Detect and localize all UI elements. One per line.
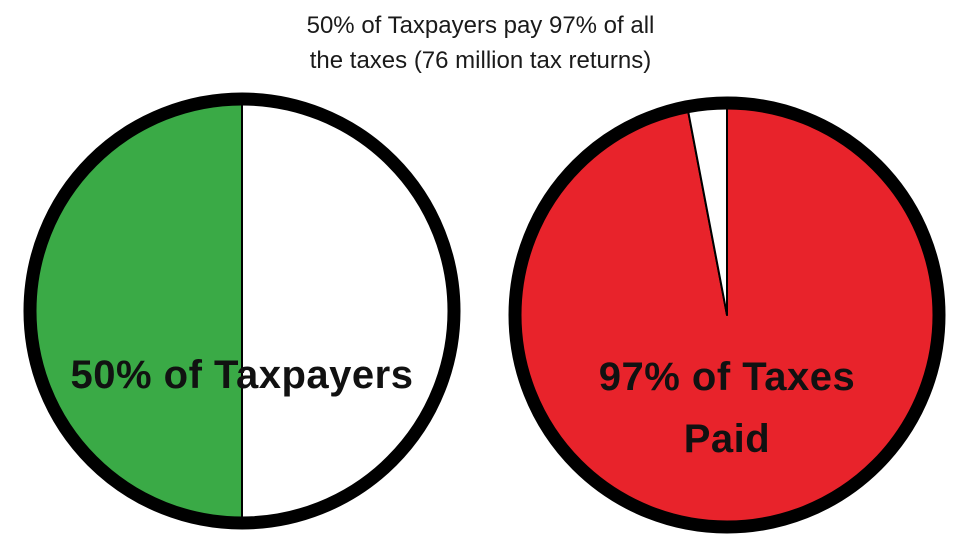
pie-label-0-line-0: 50% of Taxpayers	[71, 353, 414, 397]
chart-title: 50% of Taxpayers pay 97% of all the taxe…	[0, 8, 961, 78]
pie-label-1-line-0: 97% of Taxes	[599, 355, 856, 399]
pie-outline-0	[23, 92, 461, 530]
chart-title-line-2: the taxes (76 million tax returns)	[309, 47, 652, 74]
pie-chart-taxpayers: 50% of Taxpayers	[23, 92, 461, 530]
pie-slice-0-1	[241, 98, 455, 524]
pie-label-1-line-1: Paid	[684, 417, 770, 461]
pie-chart-taxes-paid: 97% of Taxes Paid	[508, 96, 946, 534]
pie-slice-0-0	[29, 98, 243, 524]
chart-title-line-1: 50% of Taxpayers pay 97% of all	[306, 12, 655, 39]
pie-outline-1	[508, 96, 946, 534]
